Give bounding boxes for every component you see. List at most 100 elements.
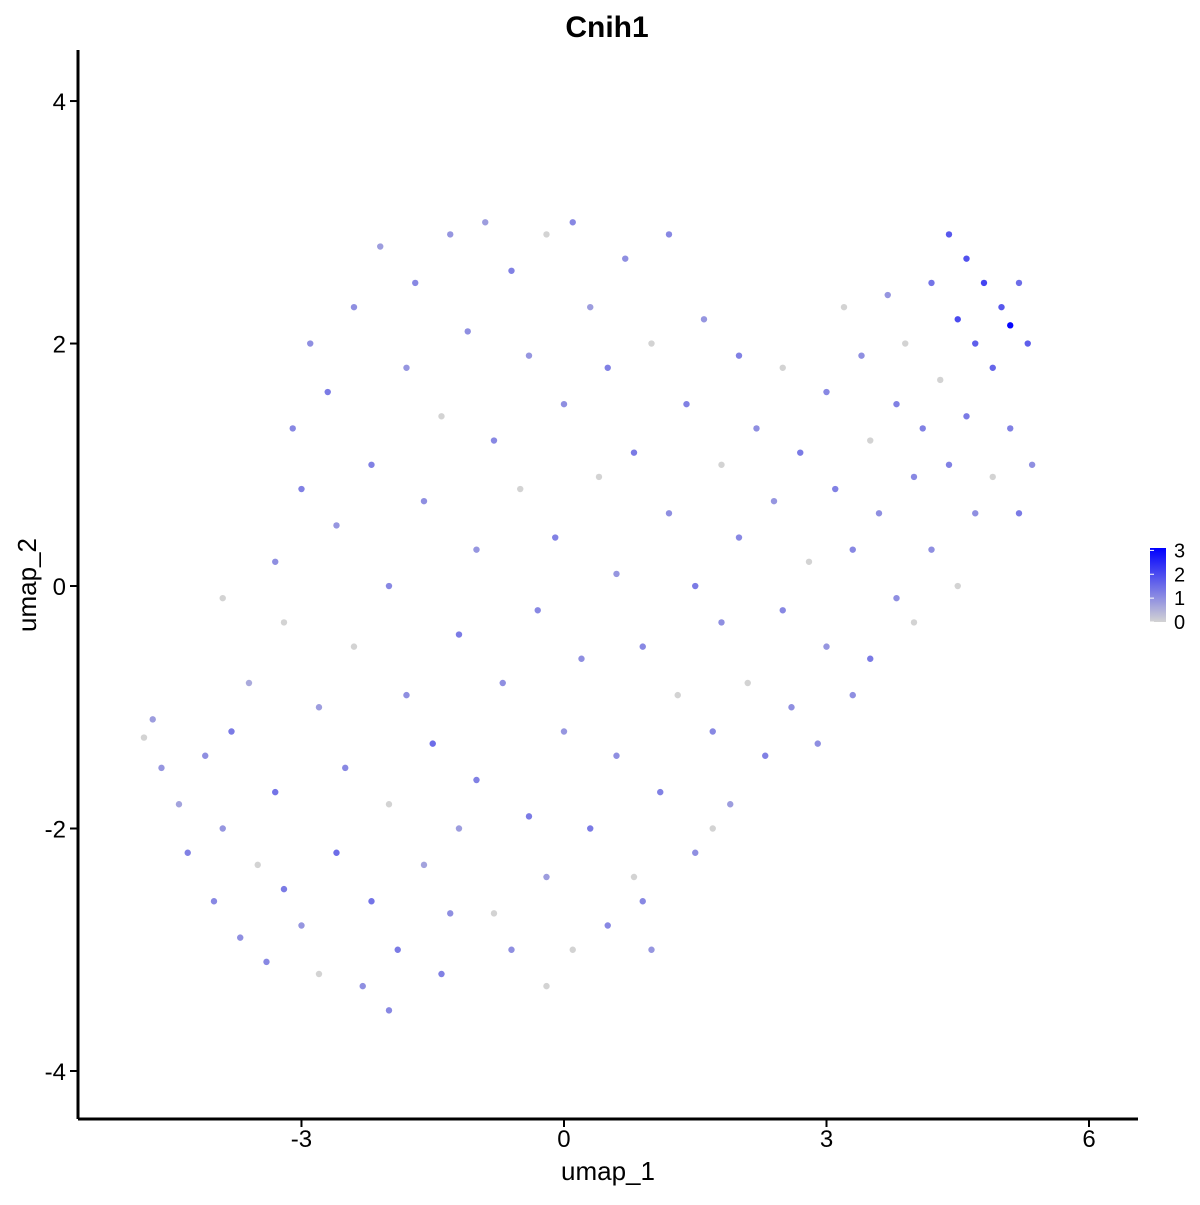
- point: [237, 934, 244, 941]
- point: [578, 655, 585, 662]
- point: [315, 704, 323, 711]
- point: [210, 898, 218, 905]
- point: [420, 861, 428, 869]
- point: [893, 594, 900, 602]
- point: [429, 740, 436, 747]
- point: [455, 631, 463, 638]
- point: [595, 473, 603, 481]
- point: [385, 801, 393, 808]
- point: [744, 679, 751, 687]
- point: [998, 303, 1005, 311]
- point: [175, 801, 183, 808]
- point: [823, 388, 830, 396]
- colorbar-label: 3: [1174, 540, 1185, 562]
- point: [630, 449, 638, 456]
- point: [989, 473, 996, 481]
- point: [604, 364, 611, 371]
- point: [639, 643, 646, 650]
- point: [525, 813, 533, 820]
- point: [342, 764, 349, 772]
- point: [613, 752, 620, 759]
- point: [455, 825, 463, 832]
- point: [289, 425, 296, 432]
- point: [359, 982, 366, 990]
- point: [272, 558, 279, 565]
- point: [657, 788, 664, 796]
- point: [560, 400, 568, 408]
- point: [867, 437, 874, 444]
- point: [683, 400, 690, 408]
- point: [587, 303, 594, 311]
- point: [972, 340, 979, 347]
- point: [1024, 340, 1031, 347]
- colorbar: [1150, 548, 1166, 622]
- point: [202, 752, 209, 759]
- point: [954, 582, 961, 590]
- point: [648, 946, 655, 953]
- point: [972, 510, 979, 517]
- point: [447, 231, 454, 238]
- point: [280, 619, 288, 626]
- point: [910, 473, 918, 481]
- point: [377, 243, 384, 250]
- point: [630, 873, 638, 881]
- point: [333, 522, 340, 529]
- point: [963, 413, 970, 420]
- point: [315, 970, 323, 978]
- point: [385, 582, 393, 590]
- point: [508, 267, 515, 274]
- point: [718, 619, 725, 626]
- point: [482, 219, 489, 226]
- point: [762, 752, 769, 759]
- point: [805, 558, 813, 565]
- point: [1007, 425, 1014, 432]
- point: [858, 352, 865, 359]
- point: [517, 485, 524, 493]
- point: [928, 546, 935, 553]
- point: [525, 352, 533, 359]
- point: [674, 691, 681, 699]
- point: [665, 510, 673, 517]
- point: [648, 340, 655, 347]
- point: [875, 510, 883, 517]
- point: [552, 534, 559, 541]
- point: [324, 388, 331, 396]
- point: [569, 946, 576, 953]
- point: [692, 849, 699, 856]
- point: [788, 704, 795, 711]
- x-axis-label: umap_1: [561, 1156, 655, 1186]
- point: [604, 922, 611, 929]
- point: [219, 825, 226, 832]
- point: [228, 728, 235, 735]
- point: [692, 582, 699, 590]
- point: [770, 497, 778, 505]
- point: [849, 691, 856, 699]
- point: [849, 546, 856, 553]
- point: [140, 734, 148, 741]
- point: [350, 303, 358, 311]
- point: [403, 364, 410, 371]
- point: [779, 364, 786, 371]
- point: [473, 546, 480, 553]
- point: [368, 898, 375, 905]
- point: [727, 801, 734, 808]
- point: [937, 376, 944, 384]
- point: [823, 643, 830, 650]
- point: [534, 607, 541, 614]
- colorbar-label: 0: [1174, 612, 1185, 634]
- x-tick-label: 0: [557, 1126, 570, 1153]
- point: [1015, 510, 1023, 517]
- point: [569, 219, 576, 226]
- point: [499, 679, 506, 687]
- point: [420, 497, 428, 505]
- x-tick-label: 3: [820, 1126, 833, 1153]
- x-tick-label: -3: [291, 1126, 312, 1153]
- point: [560, 728, 568, 735]
- point: [272, 788, 279, 796]
- point: [219, 594, 226, 602]
- point: [779, 607, 786, 614]
- point: [543, 231, 550, 238]
- point: [840, 303, 848, 311]
- point: [945, 231, 953, 238]
